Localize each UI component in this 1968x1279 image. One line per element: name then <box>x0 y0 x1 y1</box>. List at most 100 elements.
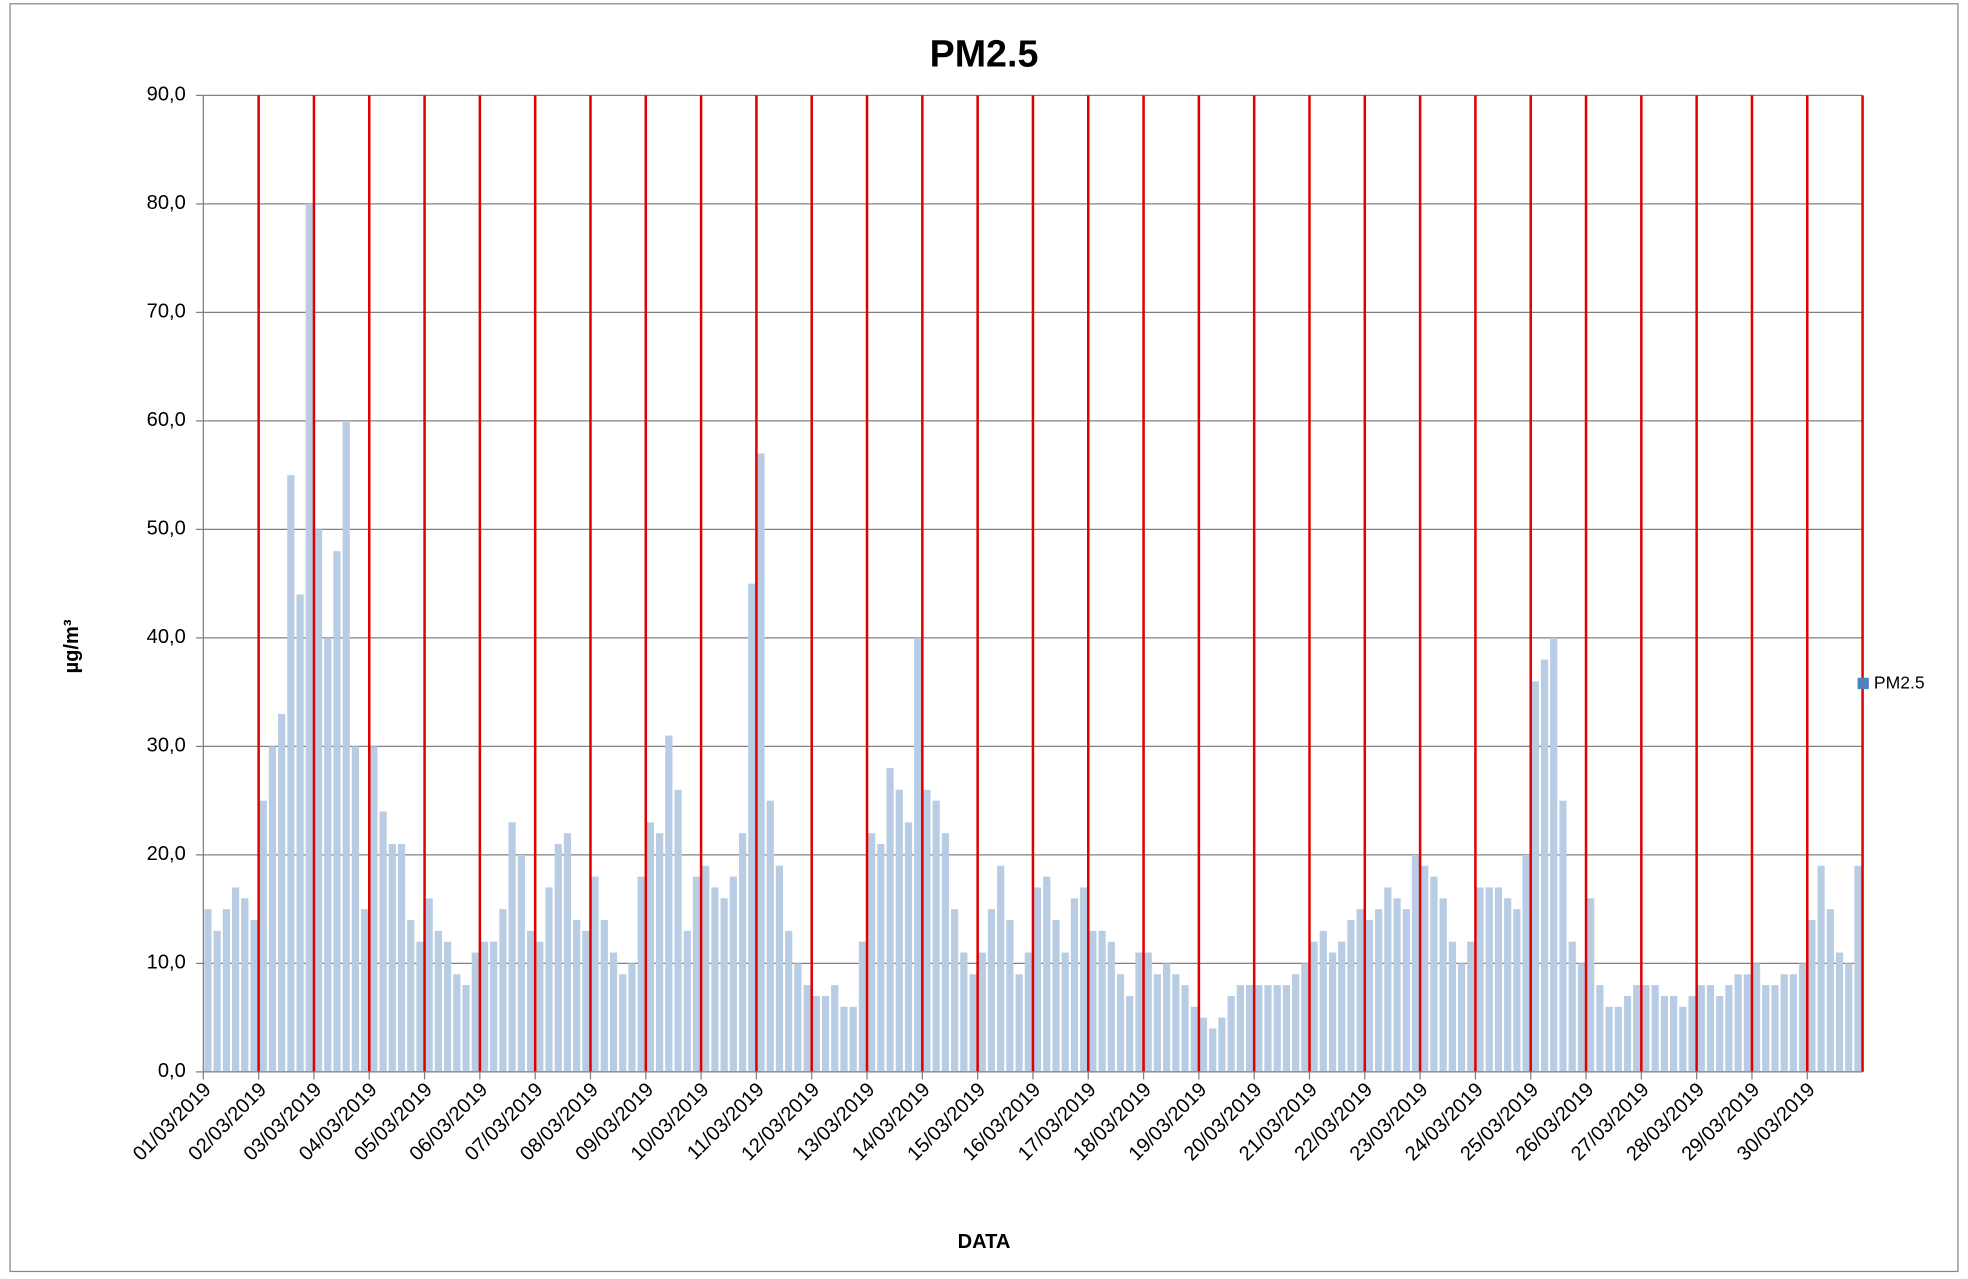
bar <box>1107 941 1115 1072</box>
bar <box>1808 919 1816 1072</box>
y-tick-label: 50,0 <box>147 518 186 540</box>
bar <box>1789 974 1798 1072</box>
bar <box>1623 995 1632 1072</box>
bar <box>748 583 756 1072</box>
bar <box>895 789 903 1072</box>
bar <box>490 941 498 1072</box>
bar <box>1301 963 1309 1072</box>
bar <box>480 941 489 1072</box>
bar <box>858 941 867 1072</box>
bar <box>674 789 682 1072</box>
bar <box>508 822 516 1072</box>
bar <box>563 833 572 1072</box>
bar <box>1596 985 1604 1072</box>
bar <box>978 952 986 1072</box>
bar <box>609 952 618 1072</box>
bar <box>407 919 415 1072</box>
bar <box>1421 865 1429 1072</box>
bar <box>757 453 765 1072</box>
bar <box>1697 985 1705 1072</box>
bar <box>1679 1006 1687 1072</box>
bar <box>1015 974 1023 1072</box>
bar <box>314 529 323 1072</box>
bar <box>287 475 295 1072</box>
bar <box>1264 985 1272 1072</box>
bar <box>1310 941 1318 1072</box>
x-axis-label: DATA <box>958 1231 1011 1253</box>
bar <box>1135 952 1143 1072</box>
bar <box>1642 985 1650 1072</box>
bar <box>628 963 636 1072</box>
bar <box>997 865 1005 1072</box>
bar <box>204 909 212 1072</box>
legend-swatch <box>1857 677 1869 690</box>
bar <box>1282 985 1291 1072</box>
bar <box>1172 974 1180 1072</box>
bar <box>619 974 627 1072</box>
bar <box>886 768 894 1072</box>
bar <box>1199 1017 1208 1072</box>
bar <box>1605 1006 1613 1072</box>
bar <box>388 844 396 1072</box>
bar <box>1255 985 1263 1072</box>
bar <box>305 203 313 1072</box>
bar <box>1209 1028 1217 1072</box>
bar <box>1725 985 1733 1072</box>
bar <box>1218 1017 1226 1072</box>
bar <box>1448 941 1456 1072</box>
bar <box>766 800 774 1072</box>
bar <box>1006 919 1014 1072</box>
bar <box>1817 865 1825 1072</box>
bar <box>1522 854 1530 1072</box>
bar <box>1531 681 1539 1072</box>
bar <box>1043 876 1051 1072</box>
bar <box>471 952 479 1072</box>
bar <box>1568 941 1576 1072</box>
bar <box>877 844 885 1072</box>
bar <box>1854 865 1862 1072</box>
bar <box>711 887 719 1072</box>
bar <box>1660 995 1668 1072</box>
bar <box>213 930 221 1072</box>
bar <box>1347 919 1355 1072</box>
bar <box>526 930 535 1072</box>
bar <box>914 637 922 1072</box>
bar <box>351 746 360 1072</box>
y-tick-label: 20,0 <box>147 843 186 865</box>
bar <box>646 822 655 1072</box>
bar <box>1467 941 1475 1072</box>
y-axis-label: µg/m³ <box>61 619 83 673</box>
y-tick-label: 30,0 <box>147 735 186 757</box>
bar <box>1633 985 1641 1072</box>
legend-label: PM2.5 <box>1874 673 1925 693</box>
bar <box>499 909 507 1072</box>
bar <box>1061 952 1069 1072</box>
bar <box>462 985 470 1072</box>
bar <box>342 420 350 1072</box>
bar <box>1614 1006 1622 1072</box>
bar <box>1181 985 1189 1072</box>
bar <box>1402 909 1410 1072</box>
bar <box>1356 909 1364 1072</box>
bar <box>1752 963 1761 1072</box>
bar <box>1384 887 1392 1072</box>
bar <box>1328 952 1337 1072</box>
bar <box>333 551 341 1072</box>
bar <box>1716 995 1724 1072</box>
bar <box>1734 974 1742 1072</box>
bar <box>1540 659 1549 1072</box>
bar <box>554 844 562 1072</box>
bar <box>821 995 830 1072</box>
bar <box>1799 963 1807 1072</box>
bar <box>536 941 544 1072</box>
bar <box>1033 887 1042 1072</box>
bar <box>278 713 286 1072</box>
chart-title: PM2.5 <box>930 32 1039 74</box>
bar <box>941 833 949 1072</box>
bar <box>785 930 793 1072</box>
bar <box>637 876 645 1072</box>
bar <box>1098 930 1106 1072</box>
bar <box>591 876 599 1072</box>
